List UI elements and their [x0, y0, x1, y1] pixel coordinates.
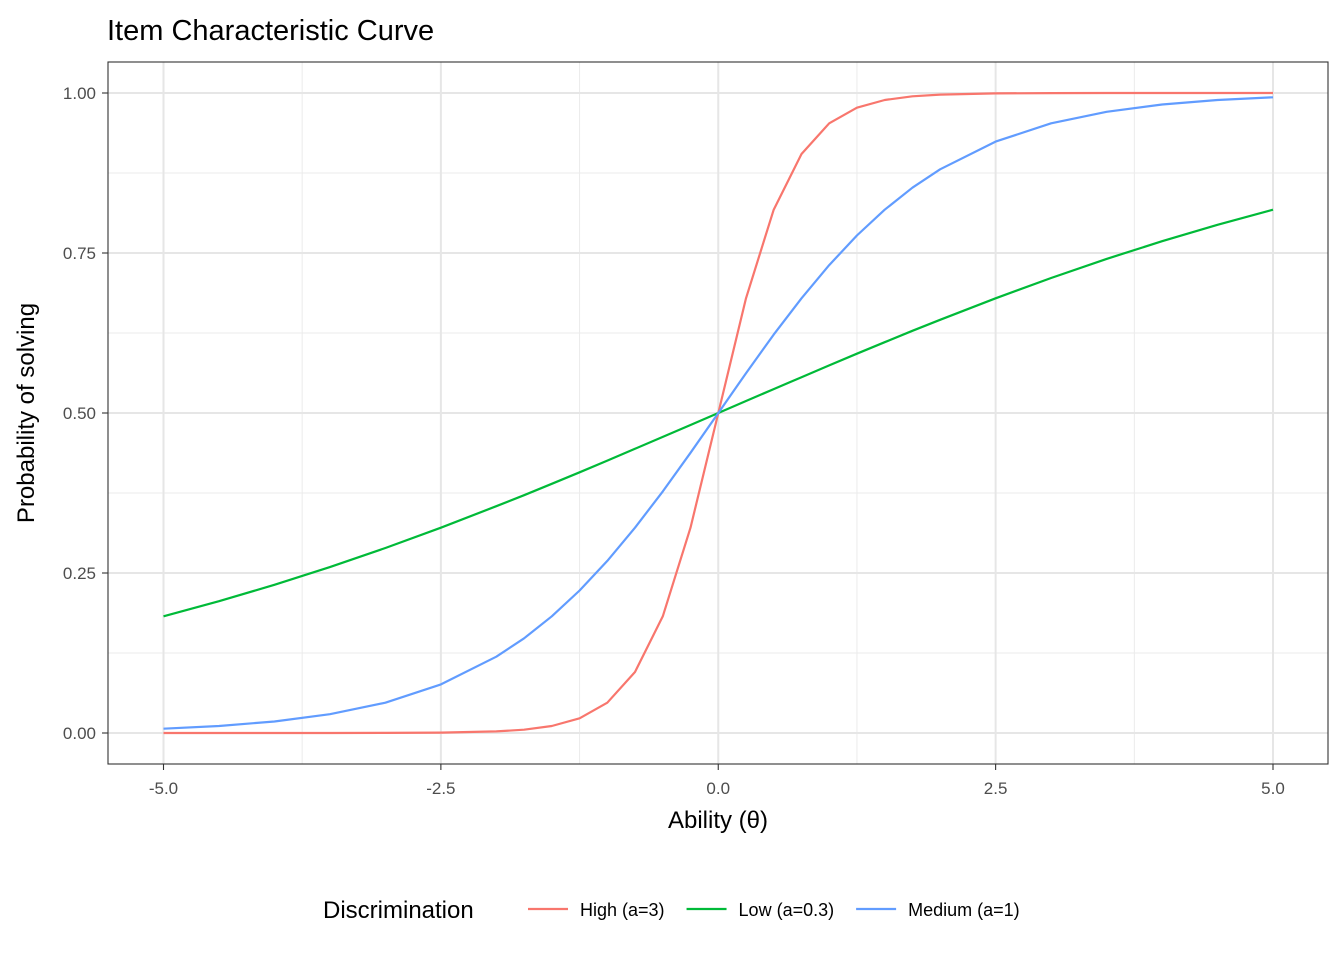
- legend-items: High (a=3) Low (a=0.3) Medium (a=1): [528, 900, 1020, 920]
- x-axis: -5.0 -2.5 0.0 2.5 5.0: [149, 764, 1285, 798]
- x-tick-label: 5.0: [1261, 779, 1285, 798]
- legend-label: Low (a=0.3): [739, 900, 835, 920]
- y-axis: 0.00 0.25 0.50 0.75 1.00: [63, 84, 108, 743]
- series-lines: [163, 91, 1274, 735]
- x-tick-label: 2.5: [984, 779, 1008, 798]
- x-axis-title: Ability (θ): [668, 807, 768, 834]
- y-tick-label: 0.75: [63, 244, 96, 263]
- series-line: [163, 96, 1274, 730]
- y-tick-label: 0.00: [63, 724, 96, 743]
- legend-label: Medium (a=1): [908, 900, 1020, 920]
- y-tick-label: 1.00: [63, 84, 96, 103]
- x-tick-label: -5.0: [149, 779, 178, 798]
- y-tick-label: 0.50: [63, 404, 96, 423]
- legend-label: High (a=3): [580, 900, 665, 920]
- legend: Discrimination High (a=3) Low (a=0.3) Medi…: [323, 897, 1020, 924]
- x-tick-label: 0.0: [706, 779, 730, 798]
- x-tick-label: -2.5: [426, 779, 455, 798]
- y-tick-label: 0.25: [63, 564, 96, 583]
- chart-title: Item Characteristic Curve: [107, 15, 434, 47]
- y-axis-title: Probability of solving: [13, 303, 40, 523]
- legend-title: Discrimination: [323, 897, 474, 924]
